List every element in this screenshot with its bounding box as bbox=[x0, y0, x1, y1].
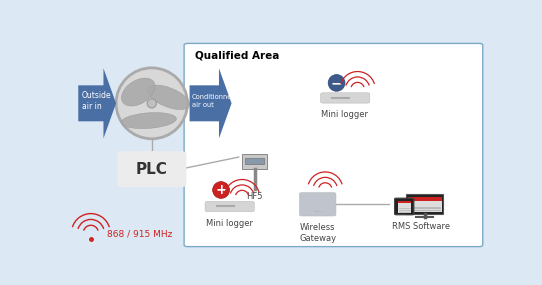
Text: Outside
air in: Outside air in bbox=[82, 91, 111, 111]
FancyBboxPatch shape bbox=[205, 201, 254, 212]
FancyBboxPatch shape bbox=[321, 93, 370, 103]
Text: Mini logger: Mini logger bbox=[206, 219, 253, 227]
FancyBboxPatch shape bbox=[245, 158, 264, 164]
FancyBboxPatch shape bbox=[242, 154, 267, 169]
Text: PLC: PLC bbox=[136, 162, 167, 177]
Polygon shape bbox=[78, 68, 116, 139]
FancyBboxPatch shape bbox=[398, 201, 410, 213]
Ellipse shape bbox=[121, 113, 176, 129]
Text: HF5: HF5 bbox=[247, 192, 263, 201]
FancyBboxPatch shape bbox=[398, 201, 410, 203]
FancyBboxPatch shape bbox=[406, 194, 443, 214]
Text: ___: ___ bbox=[314, 207, 322, 212]
Text: Mini logger: Mini logger bbox=[321, 110, 369, 119]
Text: Wireless
Gateway: Wireless Gateway bbox=[299, 223, 336, 243]
Ellipse shape bbox=[147, 85, 190, 109]
Ellipse shape bbox=[212, 182, 229, 198]
Text: Qualified Area: Qualified Area bbox=[195, 51, 279, 61]
Text: Conditionned
air out: Conditionned air out bbox=[192, 94, 237, 108]
Text: −: − bbox=[331, 76, 343, 90]
FancyBboxPatch shape bbox=[408, 197, 442, 212]
FancyBboxPatch shape bbox=[395, 198, 414, 215]
Text: RMS Software: RMS Software bbox=[391, 222, 450, 231]
FancyBboxPatch shape bbox=[184, 43, 483, 247]
FancyBboxPatch shape bbox=[117, 151, 186, 187]
FancyBboxPatch shape bbox=[408, 197, 442, 201]
Ellipse shape bbox=[116, 68, 188, 139]
Text: 868 / 915 MHz: 868 / 915 MHz bbox=[107, 229, 172, 238]
Ellipse shape bbox=[121, 78, 155, 106]
Polygon shape bbox=[190, 68, 231, 139]
Text: +: + bbox=[215, 183, 227, 197]
Ellipse shape bbox=[147, 99, 157, 108]
FancyBboxPatch shape bbox=[299, 193, 336, 216]
Ellipse shape bbox=[328, 75, 345, 91]
